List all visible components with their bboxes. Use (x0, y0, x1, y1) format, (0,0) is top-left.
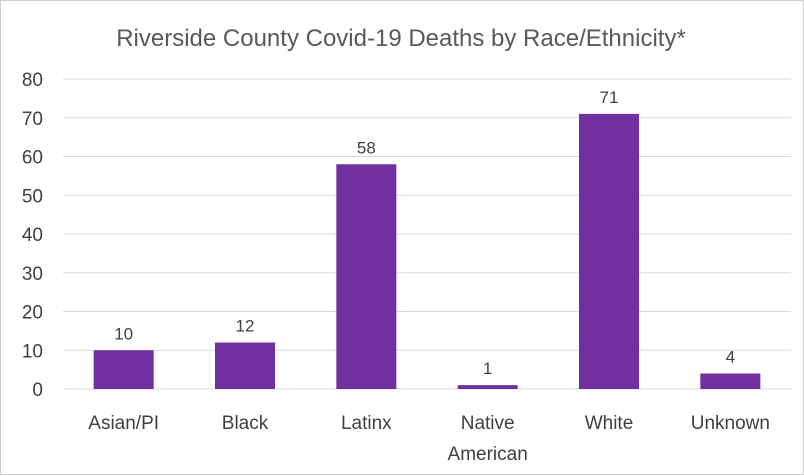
y-tick-label: 20 (22, 303, 43, 324)
y-tick-label: 60 (22, 148, 43, 169)
x-axis-categories: Asian/PI Black Latinx Native American White Un… (88, 413, 770, 465)
y-axis-ticks: 0 10 20 30 40 50 60 70 80 (22, 70, 43, 401)
category-label: Black (222, 413, 269, 434)
data-label: 1 (483, 359, 492, 378)
y-tick-label: 80 (22, 70, 43, 91)
bar (93, 350, 154, 389)
y-tick-label: 10 (22, 341, 43, 362)
category-label: Unknown (691, 413, 770, 434)
data-label: 58 (357, 138, 376, 157)
bar (457, 385, 518, 389)
category-label: Asian/PI (88, 413, 159, 434)
bar (700, 373, 761, 389)
gridlines (63, 78, 791, 390)
y-tick-label: 40 (22, 225, 43, 246)
data-label: 12 (236, 317, 255, 336)
bars (93, 113, 761, 389)
bar (215, 342, 275, 389)
category-label: White (585, 413, 634, 434)
data-label: 10 (114, 324, 133, 343)
y-tick-label: 70 (22, 109, 43, 130)
data-labels: 10 12 58 1 71 4 (114, 88, 735, 378)
bar (336, 164, 397, 389)
y-tick-label: 0 (32, 380, 43, 401)
category-label: Latinx (341, 413, 392, 434)
category-label: American (448, 444, 528, 465)
data-label: 4 (726, 348, 735, 367)
y-tick-label: 50 (22, 186, 43, 207)
data-label: 71 (600, 88, 619, 107)
bar (579, 113, 639, 389)
y-tick-label: 30 (22, 264, 43, 285)
category-label: Native (461, 413, 515, 434)
chart-title: Riverside County Covid-19 Deaths by Race… (116, 25, 686, 52)
